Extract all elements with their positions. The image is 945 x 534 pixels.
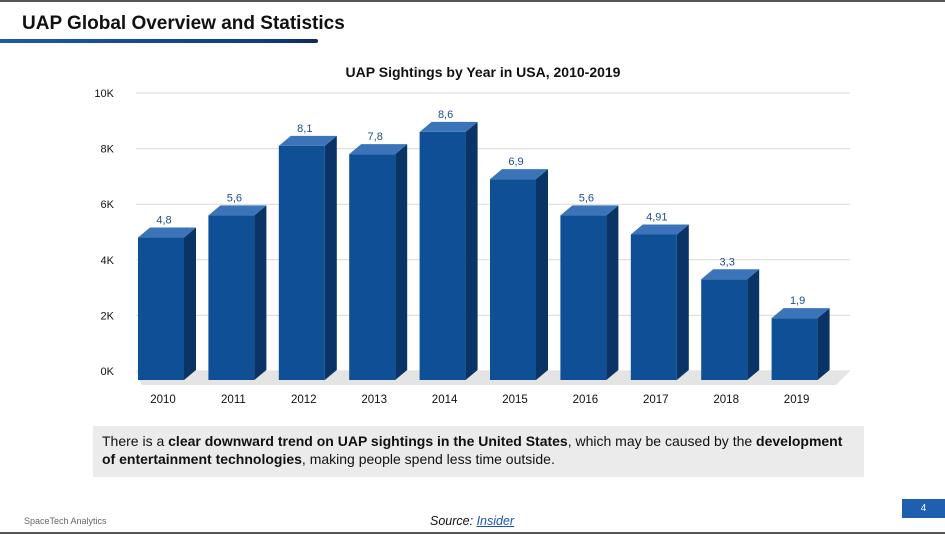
bar xyxy=(630,234,677,380)
data-label: 8,6 xyxy=(438,109,453,121)
bar-top xyxy=(560,205,619,216)
y-tick-label: 0K xyxy=(101,366,115,378)
bar xyxy=(349,154,396,380)
data-label: 7,8 xyxy=(368,131,383,143)
y-tick-label: 8K xyxy=(101,144,115,156)
bar xyxy=(278,145,325,380)
page-title: UAP Global Overview and Statistics xyxy=(22,13,345,34)
x-tick-label: 2015 xyxy=(502,394,528,406)
title-underline xyxy=(0,39,318,43)
x-tick-label: 2019 xyxy=(784,394,810,406)
data-label: 4,8 xyxy=(156,215,171,227)
bar-side xyxy=(676,224,689,380)
x-tick-label: 2010 xyxy=(150,394,176,406)
top-border xyxy=(0,0,945,2)
bar-side xyxy=(254,205,267,380)
x-tick-label: 2011 xyxy=(221,394,246,406)
bar xyxy=(560,215,607,380)
y-tick-label: 6K xyxy=(101,199,115,211)
bar-top xyxy=(208,205,267,216)
bar-top xyxy=(490,169,548,180)
note-bold-2: development of entertainment technologie… xyxy=(102,433,843,467)
note-text-3: , making people spend less time outside. xyxy=(301,451,555,467)
page-number-badge: 4 xyxy=(902,499,945,518)
bar-top xyxy=(701,269,760,280)
data-label: 1,9 xyxy=(790,295,805,307)
x-tick-label: 2013 xyxy=(361,394,387,406)
bars xyxy=(138,121,830,381)
x-tick-label: 2017 xyxy=(643,394,669,406)
data-label: 4,91 xyxy=(646,212,667,224)
x-tick-label: 2012 xyxy=(291,394,317,406)
y-tick-label: 2K xyxy=(101,310,115,322)
bar-top xyxy=(771,308,830,319)
insight-note: There is a clear downward trend on UAP s… xyxy=(93,426,864,477)
bottom-border xyxy=(0,532,945,534)
source-link[interactable]: Insider xyxy=(476,514,515,528)
bar-side xyxy=(395,144,408,380)
bar-side xyxy=(536,169,548,380)
data-label: 3,3 xyxy=(720,256,735,268)
bar xyxy=(490,179,536,380)
bar-side xyxy=(606,205,619,380)
bar-top xyxy=(419,121,478,132)
bar-top xyxy=(349,144,408,155)
bar-side xyxy=(184,227,196,380)
x-tick-label: 2016 xyxy=(573,394,599,406)
note-text-1: There is a xyxy=(102,433,169,449)
y-axis: 0K 2K 4K 6K 8K 10K xyxy=(94,88,114,378)
bar-side xyxy=(324,135,337,380)
y-tick-label: 4K xyxy=(101,255,115,267)
x-axis: 2010 2011 2012 2013 2014 2015 2016 2017 2018 2019 xyxy=(150,394,809,406)
source-citation: Source: Insider xyxy=(430,514,514,528)
x-tick-label: 2014 xyxy=(432,394,458,406)
source-prefix: Source: xyxy=(430,514,477,528)
bar-top xyxy=(138,227,196,238)
note-text-2: , which may be caused by the xyxy=(567,433,757,449)
bar xyxy=(771,318,818,380)
x-tick-label: 2018 xyxy=(713,394,739,406)
data-label: 5,6 xyxy=(227,192,242,204)
y-tick-label: 10K xyxy=(94,88,114,100)
bar xyxy=(208,215,255,380)
data-label: 5,6 xyxy=(579,192,594,204)
data-label: 6,9 xyxy=(508,156,523,168)
bar xyxy=(138,237,184,380)
bar-side xyxy=(747,269,760,380)
bar-chart: UAP Sightings by Year in USA, 2010-2019 … xyxy=(94,64,850,406)
bar-top xyxy=(278,135,337,146)
bar xyxy=(701,279,748,380)
data-labels: 4,8 5,6 8,1 7,8 8,6 6,9 5,6 4,91 3,3 1,9 xyxy=(156,109,805,307)
footer-brand: SpaceTech Analytics xyxy=(24,516,107,526)
chart-title: UAP Sightings by Year in USA, 2010-2019 xyxy=(346,64,621,80)
bar-side xyxy=(465,121,478,381)
note-bold-1: clear downward trend on UAP sightings in… xyxy=(168,433,568,449)
bar-top xyxy=(630,224,689,235)
bar xyxy=(419,131,466,380)
bar-side xyxy=(817,308,830,380)
data-label: 8,1 xyxy=(297,123,312,135)
